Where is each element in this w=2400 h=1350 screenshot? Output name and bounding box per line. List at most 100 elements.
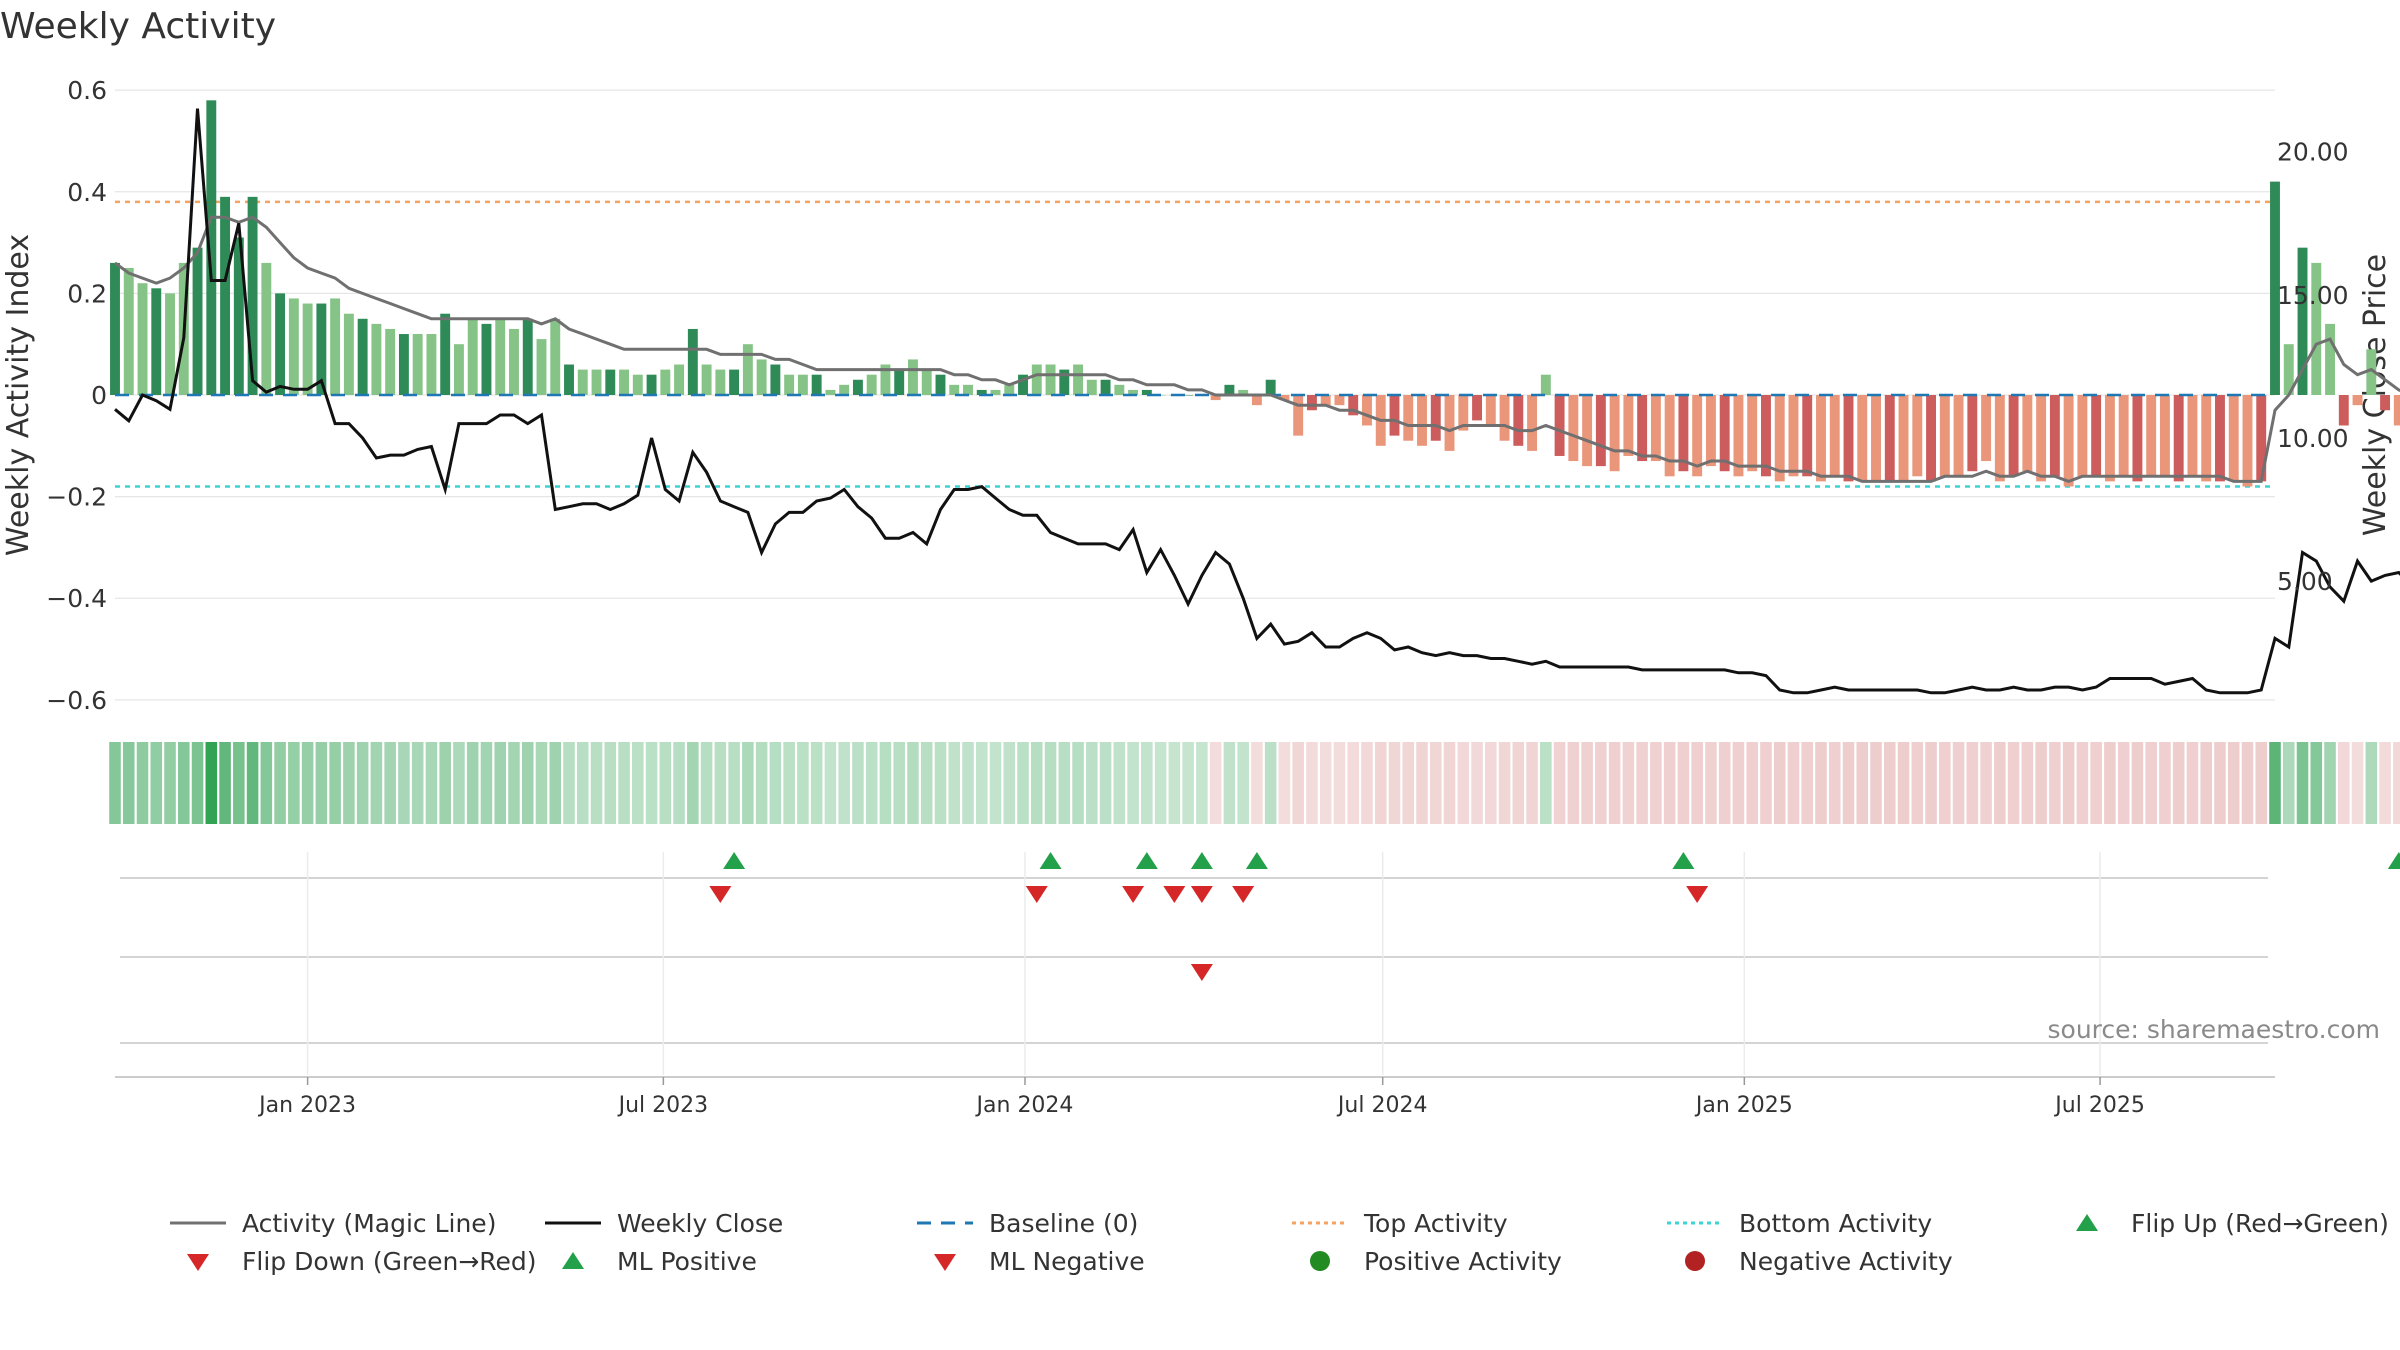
y2-tick-label: 5.00 bbox=[2277, 567, 2333, 596]
activity-bar bbox=[1829, 395, 1840, 477]
activity-bar bbox=[275, 293, 286, 395]
strip-cell bbox=[466, 742, 479, 824]
activity-bar bbox=[1279, 395, 1290, 401]
strip-cell bbox=[879, 742, 892, 824]
legend-item: Positive Activity bbox=[1290, 1243, 1562, 1279]
activity-bar bbox=[536, 339, 547, 395]
activity-bar bbox=[165, 293, 175, 395]
strip-cell bbox=[1251, 742, 1263, 824]
strip-cell bbox=[508, 742, 520, 824]
strip-cell bbox=[1856, 742, 1869, 824]
activity-bar bbox=[151, 288, 162, 395]
strip-cell bbox=[907, 742, 919, 824]
strip-cell bbox=[2035, 742, 2047, 824]
activity-bar bbox=[2077, 395, 2088, 477]
activity-bar bbox=[2118, 395, 2129, 477]
flip-down-marker bbox=[1686, 886, 1709, 903]
strip-cell bbox=[1732, 742, 1745, 824]
y-tick-label: 0.4 bbox=[67, 178, 107, 207]
activity-bar bbox=[646, 374, 657, 395]
strip-cell bbox=[948, 742, 961, 824]
strip-cell bbox=[1897, 742, 1910, 824]
activity-bar bbox=[110, 262, 120, 395]
activity-bar bbox=[2380, 395, 2391, 411]
strip-cell bbox=[1182, 742, 1194, 824]
legend-label: ML Positive bbox=[617, 1246, 757, 1276]
strip-cell bbox=[934, 742, 947, 824]
activity-bar bbox=[495, 318, 506, 395]
strip-cell bbox=[700, 742, 713, 824]
strip-cell bbox=[1498, 742, 1511, 824]
strip-cell bbox=[205, 742, 218, 824]
strip-cell bbox=[2269, 742, 2281, 824]
strip-cell bbox=[1883, 742, 1896, 824]
legend-swatch bbox=[187, 1254, 209, 1271]
legend-item: Flip Down (Green→Red) bbox=[168, 1243, 537, 1279]
y-tick-label: 0.2 bbox=[67, 279, 107, 308]
legend-item: Weekly Close bbox=[543, 1205, 783, 1241]
strip-cell bbox=[2104, 742, 2116, 824]
strip-cell bbox=[659, 742, 672, 824]
activity-bar bbox=[2270, 181, 2280, 395]
strip-cell bbox=[2379, 742, 2391, 824]
activity-bar bbox=[1128, 389, 1139, 395]
strip-cell bbox=[2338, 742, 2350, 824]
activity-bar bbox=[398, 334, 409, 395]
strip-cell bbox=[439, 742, 451, 824]
strip-cell bbox=[1677, 742, 1690, 824]
strip-cell bbox=[1141, 742, 1153, 824]
activity-bar bbox=[2366, 349, 2377, 395]
strip-cell bbox=[1333, 742, 1346, 824]
activity-bar bbox=[1816, 395, 1826, 482]
strip-cell bbox=[2159, 742, 2171, 824]
activity-bar bbox=[1499, 395, 1510, 441]
activity-bar bbox=[1650, 395, 1661, 462]
gridlines bbox=[115, 89, 2275, 1078]
activity-bar bbox=[1430, 395, 1441, 441]
flip-down-marker bbox=[709, 886, 732, 903]
strip-cell bbox=[1746, 742, 1758, 824]
strip-cell bbox=[1608, 742, 1621, 824]
legend-swatch bbox=[1310, 1251, 1330, 1271]
strip-cell bbox=[1319, 742, 1332, 824]
strip-cell bbox=[1512, 742, 1525, 824]
strip-cell bbox=[797, 742, 809, 824]
activity-bar bbox=[1513, 395, 1524, 446]
strip-cell bbox=[480, 742, 493, 824]
strip-cell bbox=[2076, 742, 2089, 824]
strip-cell bbox=[2255, 742, 2268, 824]
legend-swatch bbox=[562, 1252, 584, 1269]
x-tick-label: Jan 2025 bbox=[1694, 1093, 1793, 1118]
strip-cell bbox=[755, 742, 768, 824]
activity-bar bbox=[481, 323, 492, 395]
activity-bar bbox=[1320, 395, 1331, 406]
strip-cell bbox=[2241, 742, 2254, 824]
strip-cell bbox=[1567, 742, 1580, 824]
activity-bar bbox=[2022, 395, 2033, 472]
activity-bar bbox=[550, 318, 561, 395]
activity-bar bbox=[2049, 395, 2060, 477]
strip-cell bbox=[356, 742, 369, 824]
strip-cell bbox=[343, 742, 355, 824]
legend-swatch bbox=[1667, 1221, 1723, 1225]
activity-bar bbox=[247, 196, 258, 395]
activity-bar bbox=[2256, 395, 2267, 482]
y-tick-label: 0.6 bbox=[67, 76, 107, 105]
strip-cell bbox=[1003, 742, 1016, 824]
strip-cell bbox=[2062, 742, 2075, 824]
strip-cell bbox=[164, 742, 176, 824]
activity-bar bbox=[2352, 395, 2363, 406]
activity-bar bbox=[1912, 395, 1923, 477]
strip-cell bbox=[1086, 742, 1098, 824]
activity-bar bbox=[2104, 395, 2115, 482]
legend-item: Flip Up (Red→Green) bbox=[2057, 1205, 2389, 1241]
activity-bar bbox=[233, 237, 244, 395]
strip-cell bbox=[370, 742, 383, 824]
activity-bar bbox=[330, 298, 341, 395]
strip-cell bbox=[1168, 742, 1181, 824]
strip-cell bbox=[783, 742, 795, 824]
strip-cell bbox=[109, 742, 121, 824]
activity-heat-strip bbox=[109, 742, 2400, 824]
y2-tick-label: 20.00 bbox=[2277, 138, 2349, 167]
strip-cell bbox=[2365, 742, 2378, 824]
